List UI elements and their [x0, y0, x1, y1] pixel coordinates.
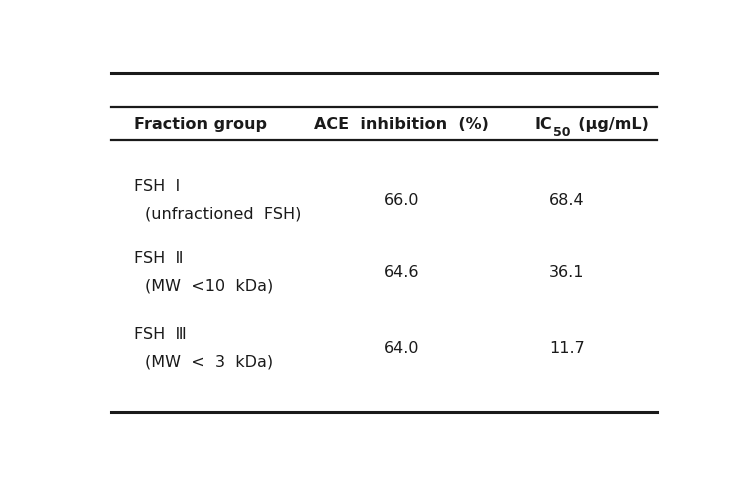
Text: 36.1: 36.1: [549, 264, 584, 279]
Text: 68.4: 68.4: [549, 192, 584, 207]
Text: (unfractioned  FSH): (unfractioned FSH): [145, 206, 301, 221]
Text: FSH  Ⅲ: FSH Ⅲ: [134, 326, 187, 341]
Text: IC: IC: [535, 117, 553, 132]
Text: FSH  Ⅱ: FSH Ⅱ: [134, 251, 184, 265]
Text: FSH  I: FSH I: [134, 179, 181, 193]
Text: Fraction group: Fraction group: [134, 117, 267, 132]
Text: (MW  <  3  kDa): (MW < 3 kDa): [145, 354, 273, 369]
Text: 64.6: 64.6: [383, 264, 419, 279]
Text: ACE  inhibition  (%): ACE inhibition (%): [314, 117, 488, 132]
Text: (μg/mL): (μg/mL): [567, 117, 649, 132]
Text: 64.0: 64.0: [383, 340, 419, 355]
Text: 11.7: 11.7: [549, 340, 584, 355]
Text: (MW  <10  kDa): (MW <10 kDa): [145, 278, 273, 293]
Text: 50: 50: [554, 126, 571, 139]
Text: 66.0: 66.0: [383, 192, 419, 207]
